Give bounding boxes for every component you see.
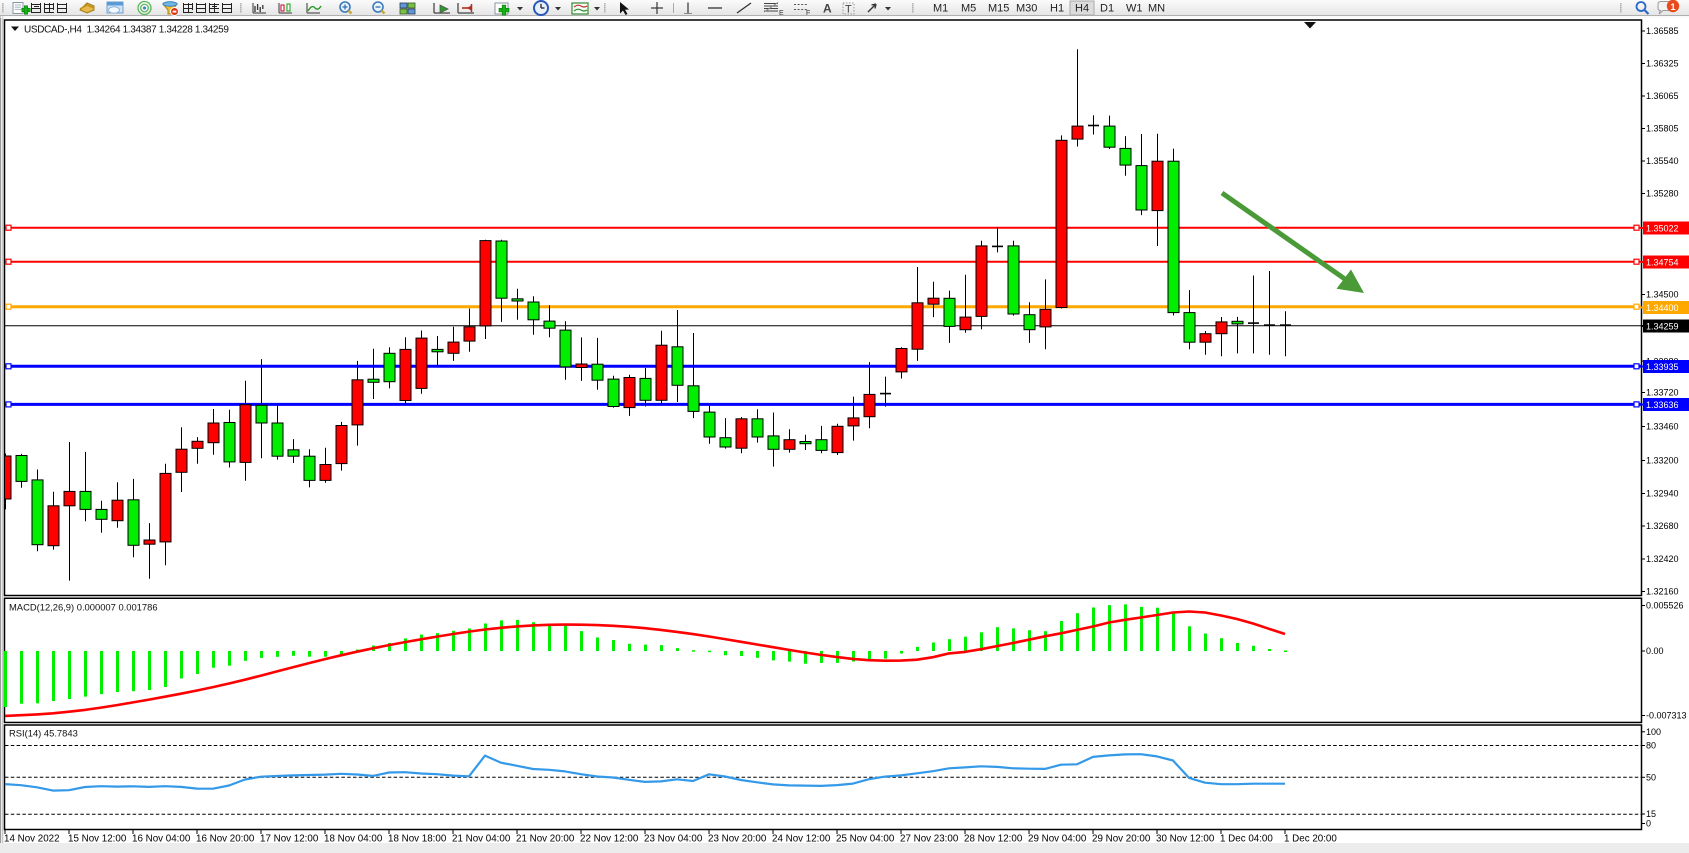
svg-text:1.35022: 1.35022 xyxy=(1646,223,1679,233)
svg-text:1.33460: 1.33460 xyxy=(1646,422,1679,432)
svg-text:1.36065: 1.36065 xyxy=(1646,91,1679,101)
svg-text:22 Nov 12:00: 22 Nov 12:00 xyxy=(580,834,639,845)
svg-text:27 Nov 23:00: 27 Nov 23:00 xyxy=(900,834,959,845)
svg-text:50: 50 xyxy=(1646,773,1656,783)
svg-text:0.005526: 0.005526 xyxy=(1646,601,1684,611)
svg-text:M5: M5 xyxy=(961,3,976,15)
svg-text:USDCAD-,H4 1.34264 1.34387 1.: USDCAD-,H4 1.34264 1.34387 1.34228 1.342… xyxy=(24,25,229,36)
svg-text:21 Nov 04:00: 21 Nov 04:00 xyxy=(452,834,511,845)
svg-text:0: 0 xyxy=(1646,819,1651,829)
svg-text:M1: M1 xyxy=(933,3,948,15)
svg-text:F: F xyxy=(806,10,810,17)
svg-text:A: A xyxy=(823,2,832,16)
svg-text:15: 15 xyxy=(1646,809,1656,819)
svg-text:0.00: 0.00 xyxy=(1646,646,1664,656)
svg-text:29 Nov 04:00: 29 Nov 04:00 xyxy=(1028,834,1087,845)
svg-text:1.35540: 1.35540 xyxy=(1646,156,1679,166)
svg-text:M15: M15 xyxy=(988,3,1009,15)
svg-text:23 Nov 20:00: 23 Nov 20:00 xyxy=(708,834,767,845)
svg-text:E: E xyxy=(779,10,784,17)
svg-text:MN: MN xyxy=(1148,3,1165,15)
svg-text:1.35805: 1.35805 xyxy=(1646,124,1679,134)
svg-text:15 Nov 12:00: 15 Nov 12:00 xyxy=(68,834,127,845)
svg-text:16 Nov 04:00: 16 Nov 04:00 xyxy=(132,834,191,845)
svg-text:25 Nov 04:00: 25 Nov 04:00 xyxy=(836,834,895,845)
svg-text:18 Nov 18:00: 18 Nov 18:00 xyxy=(388,834,447,845)
svg-text:16 Nov 20:00: 16 Nov 20:00 xyxy=(196,834,255,845)
svg-text:1 Dec 04:00: 1 Dec 04:00 xyxy=(1220,834,1273,845)
svg-text:14 Nov 2022: 14 Nov 2022 xyxy=(4,834,60,845)
svg-text:RSI(14) 45.7843: RSI(14) 45.7843 xyxy=(9,728,78,739)
svg-text:1.32680: 1.32680 xyxy=(1646,521,1679,531)
svg-text:18 Nov 04:00: 18 Nov 04:00 xyxy=(324,834,383,845)
svg-text:80: 80 xyxy=(1646,741,1656,751)
svg-text:100: 100 xyxy=(1646,727,1661,737)
svg-text:1.33200: 1.33200 xyxy=(1646,456,1679,466)
svg-text:MACD(12,26,9) 0.000007 0.00178: MACD(12,26,9) 0.000007 0.001786 xyxy=(9,602,158,613)
svg-text:1.34259: 1.34259 xyxy=(1646,321,1679,331)
svg-text:1: 1 xyxy=(1670,2,1676,13)
svg-text:30 Nov 12:00: 30 Nov 12:00 xyxy=(1156,834,1215,845)
svg-text:W1: W1 xyxy=(1126,3,1143,15)
svg-text:1 Dec 20:00: 1 Dec 20:00 xyxy=(1284,834,1337,845)
svg-text:24 Nov 12:00: 24 Nov 12:00 xyxy=(772,834,831,845)
svg-text:1.33935: 1.33935 xyxy=(1646,362,1679,372)
svg-text:1.32940: 1.32940 xyxy=(1646,489,1679,499)
svg-text:1.35280: 1.35280 xyxy=(1646,189,1679,199)
svg-text:T: T xyxy=(845,4,852,16)
svg-text:1.36325: 1.36325 xyxy=(1646,59,1679,69)
svg-text:1.32420: 1.32420 xyxy=(1646,554,1679,564)
svg-text:17 Nov 12:00: 17 Nov 12:00 xyxy=(260,834,319,845)
svg-text:H4: H4 xyxy=(1075,3,1089,15)
svg-text:1.34754: 1.34754 xyxy=(1646,257,1679,267)
svg-text:M30: M30 xyxy=(1016,3,1037,15)
svg-text:1.36585: 1.36585 xyxy=(1646,26,1679,36)
svg-text:1.34500: 1.34500 xyxy=(1646,290,1679,300)
svg-text:D1: D1 xyxy=(1100,3,1114,15)
svg-text:21 Nov 20:00: 21 Nov 20:00 xyxy=(516,834,575,845)
svg-text:H1: H1 xyxy=(1050,3,1064,15)
svg-text:28 Nov 12:00: 28 Nov 12:00 xyxy=(964,834,1023,845)
svg-text:1.33636: 1.33636 xyxy=(1646,400,1679,410)
svg-text:-0.007313: -0.007313 xyxy=(1646,711,1687,721)
svg-text:29 Nov 20:00: 29 Nov 20:00 xyxy=(1092,834,1151,845)
svg-text:23 Nov 04:00: 23 Nov 04:00 xyxy=(644,834,703,845)
svg-text:1.32160: 1.32160 xyxy=(1646,587,1679,597)
svg-text:1.34400: 1.34400 xyxy=(1646,303,1679,313)
svg-text:1.33720: 1.33720 xyxy=(1646,388,1679,398)
